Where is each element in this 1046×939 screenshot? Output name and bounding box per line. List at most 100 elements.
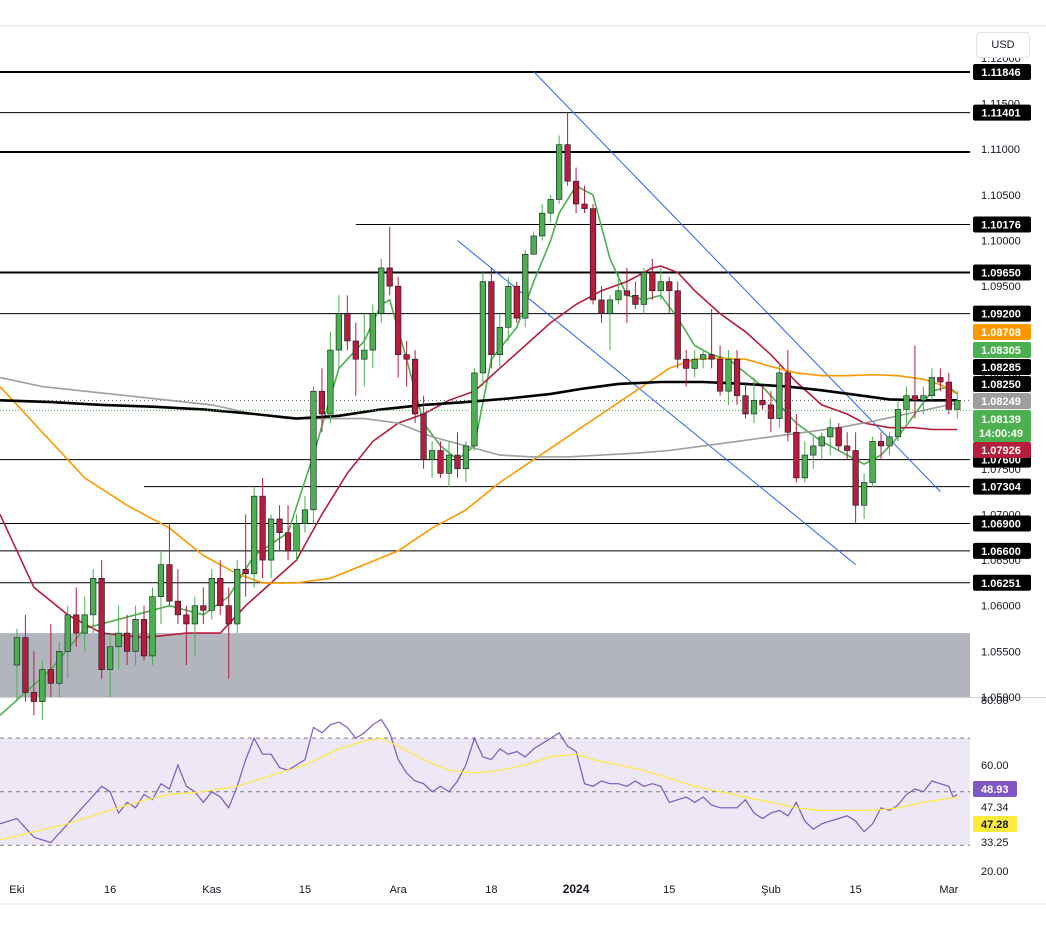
candle-body[interactable] [937, 377, 944, 383]
candle-body[interactable] [776, 372, 783, 419]
candle-body[interactable] [649, 272, 656, 292]
candle-body[interactable] [708, 354, 715, 360]
candle-body[interactable] [886, 436, 893, 447]
candle-body[interactable] [369, 313, 376, 351]
candle-body[interactable] [428, 450, 436, 460]
candle-body[interactable] [420, 413, 427, 460]
candle-body[interactable] [793, 431, 800, 479]
candle-body[interactable] [827, 427, 834, 438]
candle-body[interactable] [132, 619, 139, 652]
candle-body[interactable] [691, 358, 698, 369]
candle-body[interactable] [217, 578, 224, 607]
candle-body[interactable] [530, 235, 537, 255]
candle-body[interactable] [445, 454, 453, 474]
candle-body[interactable] [818, 436, 825, 447]
candle-body[interactable] [140, 619, 148, 657]
candle-body[interactable] [327, 349, 334, 415]
candle-body[interactable] [572, 180, 580, 205]
candle-body[interactable] [259, 495, 266, 561]
candle-body[interactable] [73, 614, 80, 634]
candle-body[interactable] [47, 669, 54, 684]
candle-body[interactable] [496, 326, 503, 355]
candle-body[interactable] [623, 290, 630, 296]
candle-body[interactable] [784, 372, 791, 433]
candle-body[interactable] [488, 281, 495, 355]
candle-body[interactable] [954, 399, 961, 410]
candle-body[interactable] [920, 395, 927, 401]
candle-body[interactable] [759, 399, 766, 406]
candle-body[interactable] [437, 450, 444, 474]
candle-body[interactable] [81, 614, 88, 634]
candle-body[interactable] [716, 358, 724, 392]
candle-body[interactable] [589, 208, 597, 301]
candle-body[interactable] [30, 692, 37, 702]
candle-body[interactable] [869, 441, 876, 483]
candle-body[interactable] [234, 568, 241, 625]
candle-body[interactable] [513, 285, 520, 319]
candle-body[interactable] [801, 454, 808, 479]
candle-body[interactable] [877, 441, 885, 447]
candle-body[interactable] [547, 199, 554, 214]
candle-body[interactable] [344, 313, 351, 342]
candle-body[interactable] [293, 523, 300, 552]
candle-body[interactable] [835, 427, 842, 447]
candle-body[interactable] [903, 395, 910, 410]
candle-body[interactable] [267, 518, 275, 561]
candle-body[interactable] [733, 358, 741, 397]
candle-body[interactable] [454, 454, 461, 470]
candle-body[interactable] [56, 651, 63, 684]
candle-body[interactable] [505, 285, 512, 328]
candle-body[interactable] [166, 564, 173, 602]
candle-body[interactable] [352, 340, 359, 360]
candle-body[interactable] [395, 285, 402, 355]
candle-body[interactable] [810, 445, 817, 456]
candle-body[interactable] [861, 482, 868, 506]
candle-body[interactable] [174, 600, 182, 616]
candle-body[interactable] [157, 564, 165, 597]
candle-body[interactable] [386, 267, 393, 287]
candle-body[interactable] [318, 390, 326, 415]
candle-body[interactable] [115, 632, 122, 648]
candle-body[interactable] [191, 605, 198, 625]
candle-body[interactable] [657, 281, 664, 292]
candle-body[interactable] [945, 381, 952, 410]
candle-body[interactable] [200, 605, 207, 611]
candle-body[interactable] [522, 253, 529, 319]
candle-body[interactable] [183, 614, 190, 625]
candle-body[interactable] [725, 358, 732, 392]
candle-body[interactable] [208, 578, 215, 611]
candle-body[interactable] [742, 395, 749, 415]
candle-body[interactable] [471, 372, 478, 447]
candle-body[interactable] [310, 390, 317, 511]
candle-body[interactable] [361, 349, 368, 360]
candle-body[interactable] [564, 144, 571, 182]
candle-body[interactable] [674, 290, 681, 360]
candle-body[interactable] [149, 596, 156, 657]
candle-body[interactable] [640, 272, 647, 305]
candle-body[interactable] [123, 632, 131, 652]
candle-body[interactable] [615, 290, 622, 301]
candle-body[interactable] [894, 409, 902, 438]
candle-body[interactable] [13, 637, 21, 666]
candle-body[interactable] [767, 404, 775, 419]
candle-body[interactable] [242, 568, 249, 575]
candle-body[interactable] [928, 377, 935, 397]
candle-body[interactable] [276, 518, 283, 533]
candle-body[interactable] [852, 450, 859, 506]
candle-body[interactable] [666, 281, 673, 292]
candle-body[interactable] [556, 144, 563, 200]
candle-body[interactable] [683, 358, 690, 369]
candle-body[interactable] [284, 532, 292, 552]
candle-body[interactable] [412, 358, 419, 415]
candle-body[interactable] [606, 299, 614, 314]
candle-body[interactable] [64, 614, 71, 652]
rsi-pane[interactable] [0, 718, 970, 846]
candle-body[interactable] [378, 267, 385, 314]
currency-button[interactable]: USD [976, 32, 1030, 58]
candle-body[interactable] [90, 578, 97, 616]
candle-body[interactable] [22, 637, 29, 693]
candle-body[interactable] [403, 354, 410, 360]
price-pane[interactable] [0, 25, 1046, 905]
candle-body[interactable] [911, 395, 919, 401]
candle-body[interactable] [479, 281, 486, 374]
